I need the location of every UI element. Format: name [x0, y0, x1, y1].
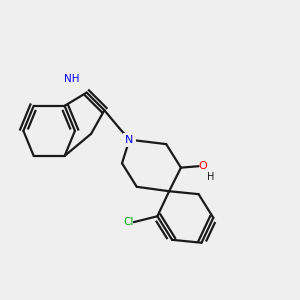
Text: H: H [207, 172, 215, 182]
Text: O: O [199, 161, 207, 171]
Text: Cl: Cl [123, 217, 134, 227]
Text: NH: NH [64, 74, 80, 84]
Text: N: N [125, 135, 134, 145]
